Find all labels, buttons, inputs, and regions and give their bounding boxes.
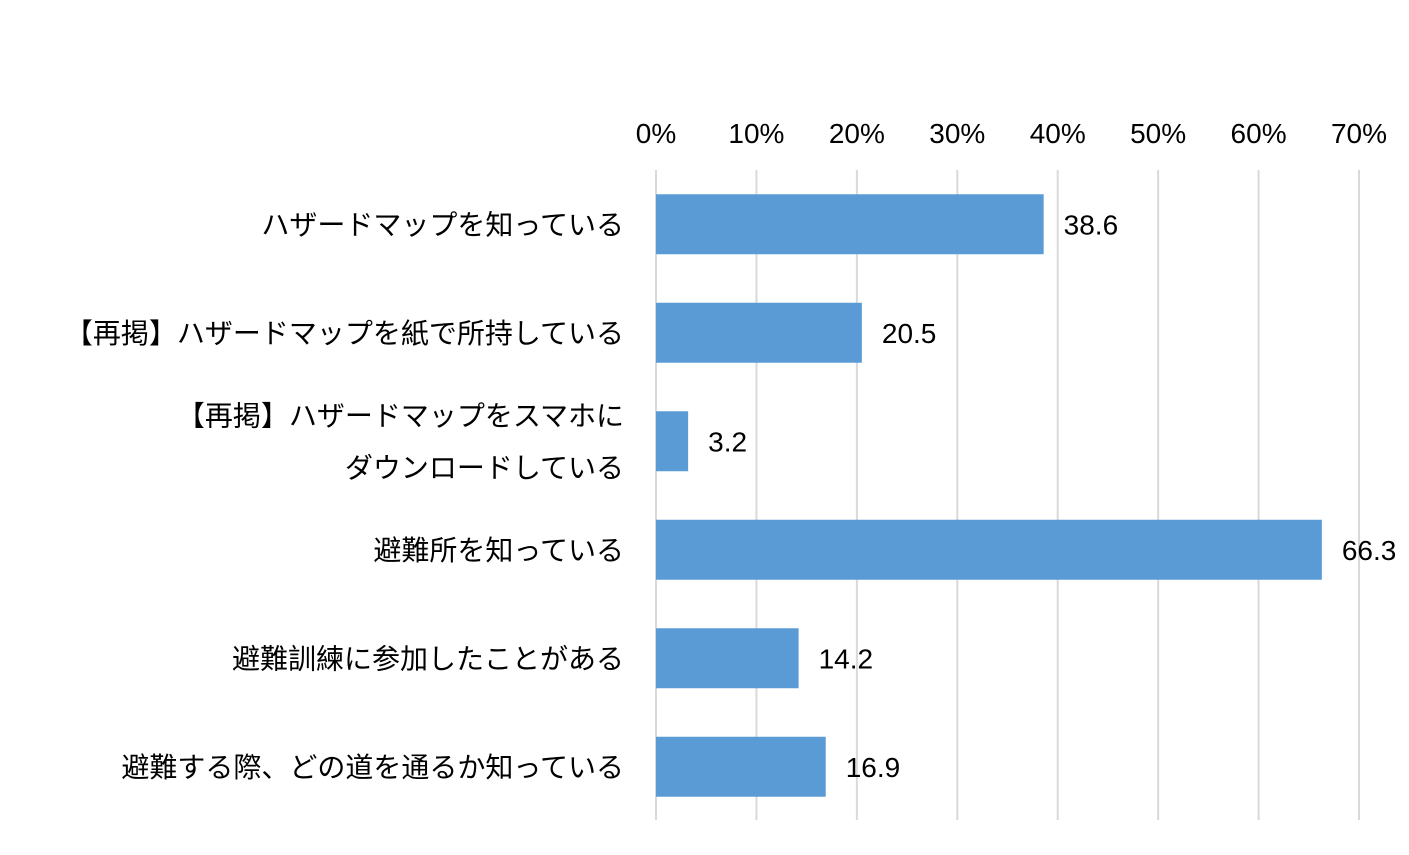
bars — [656, 194, 1322, 797]
category-labels: ハザードマップを知っている【再掲】ハザードマップを紙で所持している【再掲】ハザー… — [65, 208, 624, 784]
x-tick-label: 0% — [636, 118, 676, 149]
x-tick-label: 30% — [929, 118, 985, 149]
data-label: 14.2 — [819, 643, 874, 674]
category-label: 避難所を知っている — [373, 534, 624, 567]
bar — [656, 194, 1044, 255]
category-label: ダウンロードしている — [345, 451, 624, 484]
category-label: 避難訓練に参加したことがある — [232, 642, 624, 675]
category-label: ハザードマップを知っている — [261, 208, 624, 241]
x-tick-label: 40% — [1030, 118, 1086, 149]
bar — [656, 628, 799, 689]
data-label: 20.5 — [882, 318, 937, 349]
category-label: 【再掲】ハザードマップを紙で所持している — [65, 317, 624, 350]
bar — [656, 519, 1322, 580]
x-axis-tick-labels: 0% 10% 20% 30% 40% 50% 60% 70% — [636, 118, 1387, 149]
x-tick-label: 10% — [728, 118, 784, 149]
x-tick-label: 20% — [829, 118, 885, 149]
x-tick-label: 70% — [1331, 118, 1387, 149]
x-tick-label: 50% — [1130, 118, 1186, 149]
data-labels: 38.6 20.5 3.2 66.3 14.2 16.9 — [708, 209, 1396, 783]
data-label: 3.2 — [708, 426, 747, 457]
bar — [656, 411, 689, 472]
category-label: 【再掲】ハザードマップをスマホに — [177, 399, 624, 432]
data-label: 38.6 — [1064, 209, 1119, 240]
x-tick-label: 60% — [1231, 118, 1287, 149]
bar — [656, 302, 862, 363]
data-label: 16.9 — [846, 752, 901, 783]
bar — [656, 736, 826, 797]
gridlines — [655, 170, 1360, 820]
category-label: 避難する際、どの道を通るか知っている — [121, 751, 624, 784]
data-label: 66.3 — [1342, 535, 1397, 566]
